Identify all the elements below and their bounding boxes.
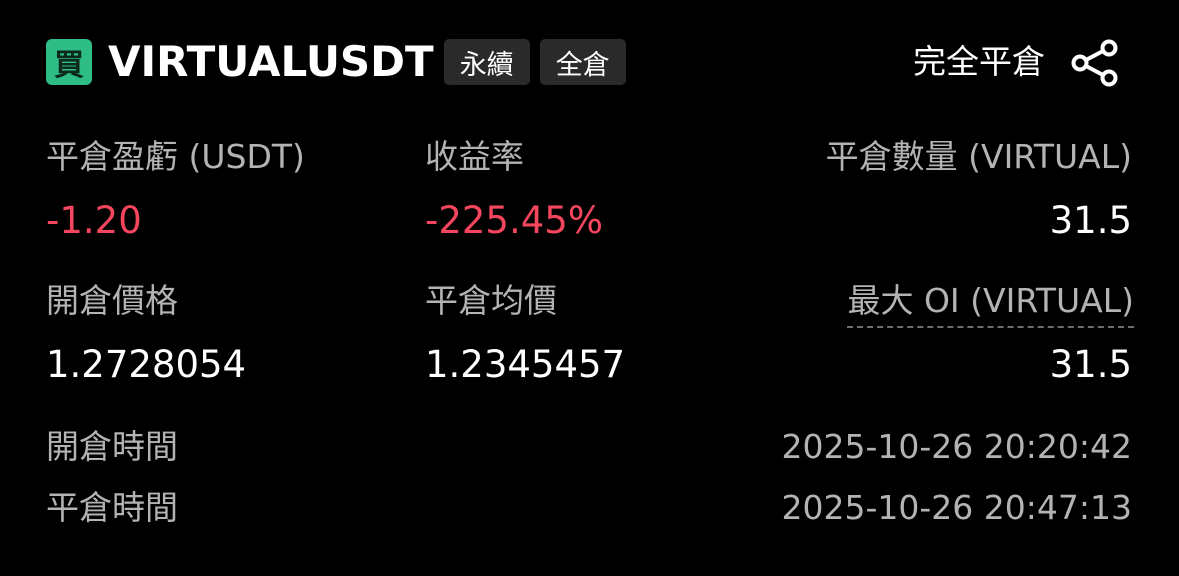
close-qty-value: 31.5: [1049, 199, 1132, 242]
max-oi-label[interactable]: 最大 OI (VIRTUAL): [847, 280, 1134, 328]
share-icon: [1071, 39, 1118, 87]
pnl-label: 平倉盈虧 (USDT): [46, 137, 305, 176]
tag-perpetual: 永續: [443, 39, 530, 85]
share-button[interactable]: [1068, 36, 1122, 90]
close-time-label: 平倉時間: [46, 488, 178, 527]
entry-price-label: 開倉價格: [46, 281, 178, 320]
avg-close-price-value: 1.2345457: [425, 343, 626, 386]
max-oi-value: 31.5: [1049, 343, 1132, 386]
open-time-label: 開倉時間: [46, 427, 178, 466]
position-header: 買 VIRTUALUSDT 永續 全倉: [46, 36, 626, 88]
avg-close-price-label: 平倉均價: [425, 281, 557, 320]
pnl-value: -1.20: [46, 199, 142, 242]
entry-price-value: 1.2728054: [46, 343, 247, 386]
close-qty-label: 平倉數量 (VIRTUAL): [825, 137, 1132, 176]
buy-side-badge: 買: [46, 39, 92, 85]
symbol-title: VIRTUALUSDT: [108, 37, 434, 86]
tag-cross-margin: 全倉: [539, 39, 626, 85]
close-all-button[interactable]: 完全平倉: [913, 42, 1045, 81]
open-time-value: 2025-10-26 20:20:42: [781, 427, 1132, 466]
roi-label: 收益率: [425, 137, 524, 176]
close-time-value: 2025-10-26 20:47:13: [781, 488, 1132, 527]
roi-value: -225.45%: [425, 199, 603, 242]
